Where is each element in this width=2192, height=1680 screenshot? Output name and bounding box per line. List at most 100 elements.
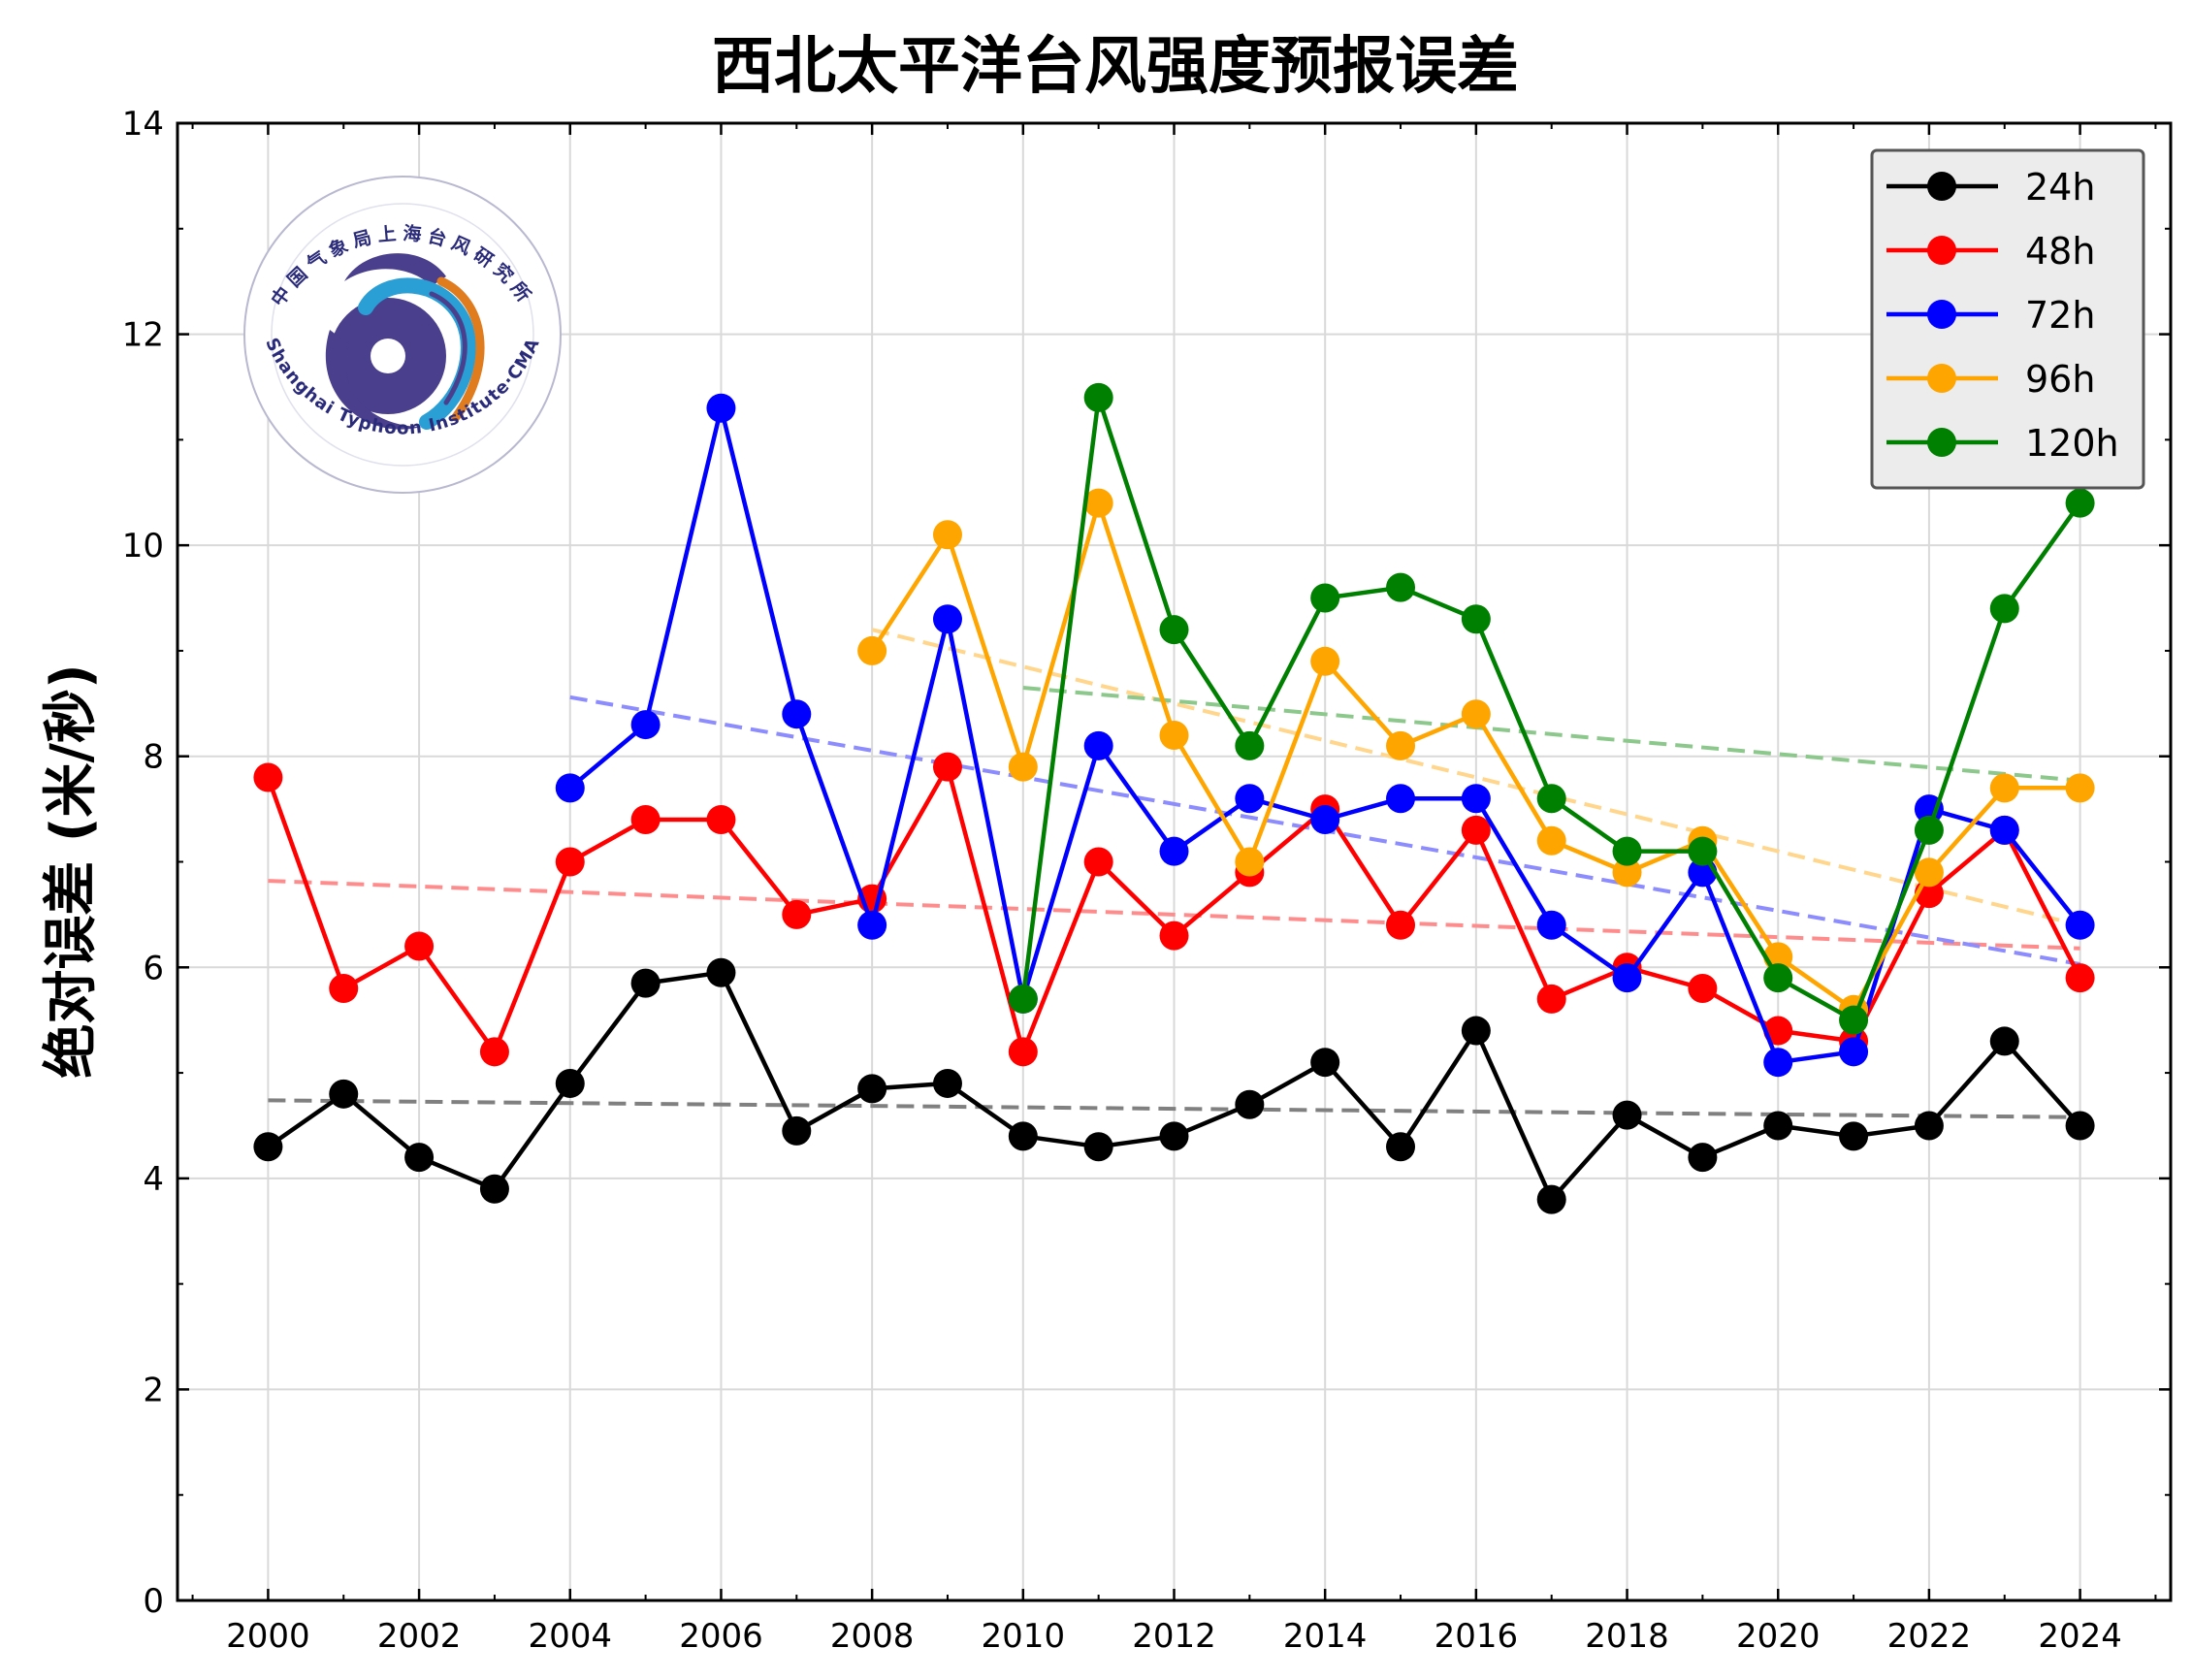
legend-marker-120h	[1927, 428, 1956, 457]
data-point-24h	[555, 1068, 585, 1098]
data-point-96h	[1235, 847, 1265, 877]
data-point-24h	[706, 957, 736, 987]
legend-label-72h: 72h	[2025, 294, 2095, 337]
data-point-120h	[1461, 604, 1491, 634]
trend-line-96h	[871, 628, 2081, 927]
data-point-72h	[782, 699, 812, 729]
data-point-24h	[630, 968, 661, 998]
data-point-96h	[1008, 752, 1038, 782]
series-120h	[1008, 382, 2095, 1035]
data-point-72h	[1536, 910, 1566, 940]
data-point-24h	[479, 1174, 509, 1204]
data-point-24h	[2065, 1111, 2095, 1141]
data-point-24h	[1159, 1121, 1189, 1151]
data-point-48h	[555, 847, 585, 877]
data-point-24h	[404, 1143, 435, 1173]
y-tick-label: 0	[143, 1582, 164, 1621]
axes	[176, 121, 2173, 1602]
series-lines	[253, 382, 2095, 1214]
data-point-48h	[1159, 921, 1189, 951]
data-point-72h	[555, 773, 585, 803]
data-point-96h	[1536, 825, 1566, 856]
trend-line-48h	[268, 879, 2080, 951]
data-point-72h	[1461, 784, 1491, 814]
data-point-24h	[1763, 1111, 1793, 1141]
data-point-48h	[782, 899, 812, 929]
data-point-120h	[1083, 382, 1113, 412]
x-tick-label: 2014	[1283, 1617, 1368, 1656]
data-point-24h	[1083, 1132, 1113, 1162]
x-tick-label: 2022	[1887, 1617, 1972, 1656]
data-point-24h	[1536, 1184, 1566, 1214]
data-point-96h	[1461, 699, 1491, 729]
data-point-120h	[2065, 488, 2095, 518]
x-tick-label: 2008	[830, 1617, 915, 1656]
data-point-120h	[1839, 1005, 1869, 1035]
data-point-48h	[329, 974, 359, 1004]
y-tick-label: 4	[143, 1160, 164, 1199]
data-point-120h	[1386, 572, 1416, 602]
data-point-48h	[706, 804, 736, 834]
data-point-24h	[1612, 1100, 1642, 1130]
institute-logo: 中国气象局上海台风研究所 Shanghai Typhoon Institute·…	[243, 176, 562, 494]
data-point-72h	[1386, 784, 1416, 814]
data-point-24h	[1461, 1016, 1491, 1046]
data-point-24h	[1989, 1026, 2019, 1056]
data-point-24h	[857, 1074, 887, 1104]
data-point-48h	[404, 931, 435, 961]
data-point-96h	[1310, 646, 1340, 676]
legend: 24h 48h 72h 96h 120h	[1870, 148, 2145, 490]
data-point-120h	[1612, 836, 1642, 866]
x-tick-label: 2000	[226, 1617, 310, 1656]
y-tick-label: 8	[143, 738, 164, 777]
data-point-120h	[1989, 594, 2019, 624]
data-point-24h	[782, 1115, 812, 1146]
x-tick-label: 2012	[1132, 1617, 1216, 1656]
data-point-72h	[857, 910, 887, 940]
x-tick-label: 2002	[377, 1617, 462, 1656]
data-point-48h	[1386, 910, 1416, 940]
legend-label-48h: 48h	[2025, 230, 2095, 273]
data-point-72h	[1914, 794, 1944, 824]
y-axis-label: 绝对误差 (米/秒)	[40, 663, 103, 1078]
trend-line-120h	[1022, 686, 2080, 783]
data-point-96h	[1159, 720, 1189, 750]
legend-label-120h: 120h	[2025, 422, 2119, 465]
data-point-120h	[1536, 784, 1566, 814]
x-tick-label: 2020	[1736, 1617, 1821, 1656]
series-24h	[253, 957, 2095, 1214]
data-point-24h	[1008, 1121, 1038, 1151]
data-point-48h	[1536, 984, 1566, 1014]
legend-label-24h: 24h	[2025, 166, 2095, 209]
x-tick-label: 2018	[1585, 1617, 1669, 1656]
data-point-48h	[1688, 974, 1718, 1004]
data-point-48h	[1461, 815, 1491, 845]
x-tick-label: 2024	[2038, 1617, 2122, 1656]
data-point-72h	[1989, 815, 2019, 845]
data-point-48h	[479, 1037, 509, 1067]
data-point-24h	[1914, 1111, 1944, 1141]
legend-label-96h: 96h	[2025, 358, 2095, 401]
data-point-72h	[932, 604, 962, 634]
data-point-72h	[1612, 963, 1642, 993]
data-point-24h	[1310, 1048, 1340, 1078]
y-tick-label: 2	[143, 1371, 164, 1409]
data-point-120h	[1310, 583, 1340, 613]
data-point-72h	[1763, 1048, 1793, 1078]
y-tick-label: 6	[143, 949, 164, 987]
data-point-24h	[1839, 1121, 1869, 1151]
data-point-72h	[1235, 784, 1265, 814]
data-point-96h	[1914, 857, 1944, 888]
data-point-72h	[1839, 1037, 1869, 1067]
data-point-72h	[1310, 804, 1340, 834]
data-point-120h	[1914, 815, 1944, 845]
data-point-72h	[706, 393, 736, 423]
data-point-96h	[932, 520, 962, 550]
legend-box	[1870, 148, 2145, 490]
data-point-96h	[1386, 730, 1416, 760]
y-tick-label: 14	[122, 105, 164, 144]
data-point-72h	[1159, 836, 1189, 866]
data-point-120h	[1688, 836, 1718, 866]
logo-inner-ring	[271, 203, 534, 467]
